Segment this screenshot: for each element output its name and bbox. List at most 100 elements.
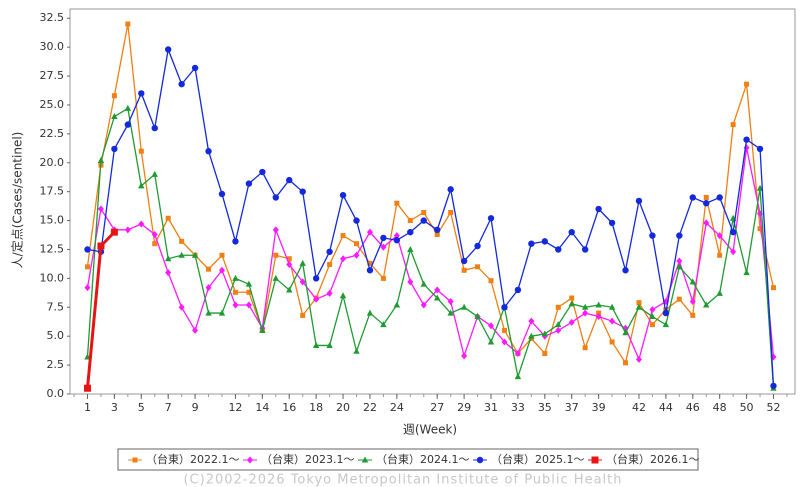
point [393,237,401,244]
point [165,269,172,277]
point [703,301,710,308]
y-tick-label: 5.0 [47,329,65,342]
point [528,332,535,339]
point [609,317,616,325]
x-tick-label: 42 [632,401,646,414]
point [434,286,441,294]
point [568,228,575,236]
point [488,322,495,330]
legend-label: （台東）2023.1～ [261,452,355,466]
point [528,317,535,325]
point [124,104,132,111]
point [97,156,105,163]
legend-label: （台東）2024.1～ [376,452,470,466]
point [420,280,427,287]
point [729,228,737,236]
point [232,289,238,295]
point [461,267,467,273]
point [97,205,104,213]
x-tick-label: 44 [659,401,673,414]
point [514,286,522,294]
x-tick-label: 16 [282,401,296,414]
point [205,284,212,292]
point [286,286,293,293]
point [218,266,225,274]
point [219,252,225,258]
point [689,298,696,306]
series-line [86,23,775,365]
point [609,339,615,345]
point [286,261,293,269]
point [649,232,656,239]
y-tick-label: 7.5 [47,300,65,313]
point [460,303,468,310]
x-tick-label: 1 [84,401,91,414]
x-tick-label: 9 [192,401,199,414]
point [770,285,776,291]
x-tick-label: 7 [165,401,172,414]
point [232,238,239,245]
point [218,190,226,198]
point [151,230,158,238]
point [757,226,763,232]
y-tick-label: 27.5 [40,69,65,82]
point [582,345,588,351]
y-tick-label: 20.0 [40,156,65,169]
point [393,232,400,240]
point [582,309,589,317]
point [716,232,723,240]
point [327,262,333,268]
point [165,215,171,221]
point [770,382,777,390]
point [555,326,562,334]
legend-marker [591,456,599,464]
point [245,280,253,287]
y-tick-label: 0.0 [47,387,65,400]
point [447,298,454,306]
y-tick-label: 17.5 [40,185,65,198]
x-tick-label: 35 [538,401,552,414]
y-tick-label: 12.5 [40,242,65,255]
point [636,300,642,306]
point [608,219,616,227]
point [756,184,764,191]
point [649,306,656,314]
point [717,252,723,258]
legend-label: （台東）2025.1～ [491,452,585,466]
point [569,295,575,301]
point [339,292,347,299]
point [179,238,185,244]
point [232,274,239,281]
legend-box [117,448,699,471]
x-tick-label: 5 [138,401,145,414]
series-line [87,47,775,386]
point [434,294,441,301]
point [676,263,683,270]
point [487,215,495,222]
plot-area [69,8,796,395]
x-tick-label: 48 [713,401,727,414]
point [595,205,602,213]
point [84,246,91,253]
y-tick-label: 30.0 [40,40,65,53]
point [326,248,333,255]
point [367,260,373,266]
x-tick-label: 24 [390,401,404,414]
point [407,245,414,252]
point [501,338,508,346]
point [568,318,575,326]
point [635,303,643,310]
point [380,234,387,242]
x-tick-label: 37 [565,401,579,414]
point [205,148,212,155]
point [340,255,347,263]
point [743,269,750,276]
point [313,295,320,303]
point [501,304,508,311]
point [730,248,737,256]
point [568,300,575,307]
point [272,274,279,281]
point [743,136,750,143]
point [407,228,414,236]
